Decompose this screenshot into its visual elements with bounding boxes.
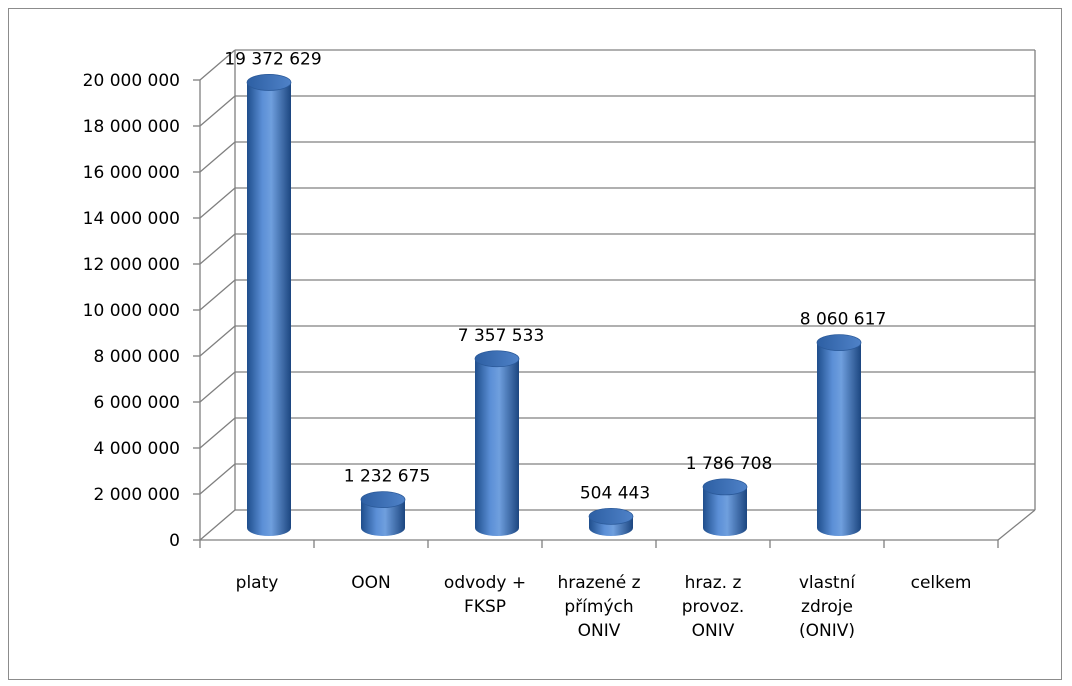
bar-body [703, 486, 747, 536]
bar [588, 507, 634, 536]
x-tick-label: odvody + [444, 573, 526, 593]
chart-frame [8, 8, 1062, 680]
bar-body [247, 82, 291, 536]
y-tick-label: 6 000 000 [93, 393, 180, 413]
axis-layer [193, 79, 1036, 548]
y-tick-label: 4 000 000 [93, 439, 180, 459]
y-tick-label: 0 [169, 531, 180, 551]
x-tick-label: platy [236, 573, 279, 593]
y-tick-label: 16 000 000 [83, 163, 180, 183]
bar-top [702, 478, 748, 496]
y-tick-label: 2 000 000 [93, 485, 180, 505]
floor-edge [997, 509, 1036, 541]
x-tick-label: OON [351, 573, 390, 593]
side-grid-line [199, 325, 236, 357]
bar-layer [246, 74, 862, 536]
y-tick-label: 20 000 000 [83, 71, 180, 91]
bar-body [817, 342, 861, 536]
side-grid-line [199, 49, 236, 81]
bar [816, 334, 862, 536]
grid-layer [199, 49, 1036, 541]
bar [246, 74, 292, 536]
x-tick-label: celkem [911, 573, 972, 593]
x-tick-label: vlastní [799, 573, 856, 593]
side-grid-line [199, 371, 236, 403]
bar-body [361, 499, 405, 536]
x-tick-label: hrazené z [557, 573, 640, 593]
data-label: 7 357 533 [458, 326, 545, 346]
y-tick-label: 18 000 000 [83, 117, 180, 137]
x-tick-label: zdroje [801, 597, 853, 617]
bar-top [474, 350, 520, 368]
y-tick-label: 12 000 000 [83, 255, 180, 275]
x-tick-label: provoz. [682, 597, 745, 617]
side-grid-line [199, 463, 236, 495]
data-label: 19 372 629 [224, 49, 321, 69]
side-grid-line [199, 417, 236, 449]
x-tick-label: ONIV [692, 621, 735, 641]
data-label: 1 786 708 [686, 454, 773, 474]
bar-top [588, 507, 634, 525]
x-tick-label: hraz. z [685, 573, 742, 593]
side-grid-line [199, 509, 236, 541]
bar [474, 350, 520, 536]
bar [360, 491, 406, 536]
y-tick-label: 8 000 000 [93, 347, 180, 367]
label-layer: 0 2 000 000 4 000 000 6 000 000 8 000 000 10 … [83, 49, 972, 641]
x-tick-label: ONIV [578, 621, 621, 641]
data-label: 8 060 617 [800, 310, 887, 330]
side-grid-line [199, 95, 236, 127]
x-tick-label: (ONIV) [799, 621, 855, 641]
side-grid-line [199, 187, 236, 219]
side-grid-line [199, 279, 236, 311]
bar-top [246, 74, 292, 91]
side-grid-line [199, 233, 236, 265]
data-label: 1 232 675 [344, 467, 431, 487]
data-label: 504 443 [580, 483, 650, 503]
bar-top [816, 334, 862, 352]
x-tick-label: FKSP [464, 597, 506, 617]
y-tick-label: 10 000 000 [83, 301, 180, 321]
side-grid-line [199, 141, 236, 173]
bar [702, 478, 748, 536]
bar-body [475, 358, 519, 536]
bar-top [360, 491, 406, 509]
x-tick-label: přímých [564, 597, 633, 617]
y-tick-label: 14 000 000 [83, 209, 180, 229]
